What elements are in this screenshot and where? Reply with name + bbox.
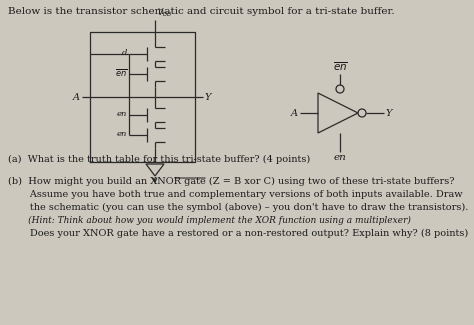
Text: Y: Y (205, 93, 211, 101)
Text: Assume you have both true and complementary versions of both inputs available. D: Assume you have both true and complement… (8, 190, 463, 199)
Text: Below is the transistor schematic and circuit symbol for a tri-state buffer.: Below is the transistor schematic and ci… (8, 7, 395, 16)
Text: $V_{DD}$: $V_{DD}$ (157, 6, 172, 19)
Text: d: d (122, 49, 127, 57)
Text: en: en (117, 130, 127, 138)
Text: Does your XNOR gate have a restored or a non-restored output? Explain why? (8 po: Does your XNOR gate have a restored or a… (8, 229, 468, 238)
Text: (Hint: Think about how you would implement the XOR function using a multiplexer): (Hint: Think about how you would impleme… (8, 216, 411, 225)
Text: the schematic (you can use the symbol (above) – you don't have to draw the trans: the schematic (you can use the symbol (a… (8, 203, 468, 212)
Text: A: A (291, 109, 298, 118)
Text: (b)  How might you build an XNOR gate (Z = B xor C) using two of these tri-state: (b) How might you build an XNOR gate (Z … (8, 177, 455, 186)
Text: en: en (334, 153, 346, 162)
Text: A: A (73, 93, 80, 101)
Text: en: en (117, 110, 127, 118)
Text: $\overline{en}$: $\overline{en}$ (115, 67, 127, 79)
Text: $\overline{en}$: $\overline{en}$ (333, 60, 347, 73)
Text: (a)  What is the truth table for this tri-state buffer? (4 points): (a) What is the truth table for this tri… (8, 155, 310, 164)
Text: Y: Y (386, 109, 392, 118)
